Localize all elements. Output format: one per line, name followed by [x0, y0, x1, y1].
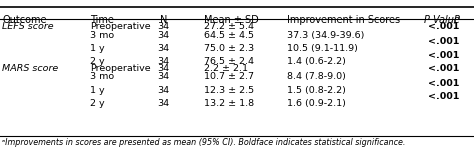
- Text: <.001: <.001: [428, 37, 460, 46]
- Text: 3 mo: 3 mo: [90, 72, 114, 81]
- Text: LEFS score: LEFS score: [2, 22, 54, 31]
- Text: Preoperative: Preoperative: [90, 64, 151, 73]
- Text: N: N: [160, 15, 167, 25]
- Text: 37.3 (34.9-39.6): 37.3 (34.9-39.6): [287, 31, 364, 40]
- Text: <.001: <.001: [428, 92, 460, 101]
- Text: <.001: <.001: [428, 64, 460, 73]
- Text: 64.5 ± 4.5: 64.5 ± 4.5: [204, 31, 254, 40]
- Text: MARS score: MARS score: [2, 64, 59, 73]
- Text: 10.5 (9.1-11.9): 10.5 (9.1-11.9): [287, 44, 358, 53]
- Text: <.001: <.001: [428, 79, 460, 88]
- Text: 8.4 (7.8-9.0): 8.4 (7.8-9.0): [287, 72, 346, 81]
- Text: 34: 34: [157, 22, 170, 31]
- Text: <.001: <.001: [428, 22, 460, 31]
- Text: 34: 34: [157, 99, 170, 108]
- Text: ᵃImprovements in scores are presented as mean (95% CI). Boldface indicates stati: ᵃImprovements in scores are presented as…: [2, 138, 406, 147]
- Text: P: P: [454, 15, 460, 25]
- Text: Preoperative: Preoperative: [90, 22, 151, 31]
- Text: 27.2 ± 5.4: 27.2 ± 5.4: [204, 22, 254, 31]
- Text: Improvement in Scores: Improvement in Scores: [287, 15, 400, 25]
- Text: 2 y: 2 y: [90, 57, 105, 66]
- Text: 1.5 (0.8-2.2): 1.5 (0.8-2.2): [287, 86, 346, 95]
- Text: 1 y: 1 y: [90, 44, 105, 53]
- Text: 13.2 ± 1.8: 13.2 ± 1.8: [204, 99, 254, 108]
- Text: 76.5 ± 2.4: 76.5 ± 2.4: [204, 57, 254, 66]
- Text: 2 y: 2 y: [90, 99, 105, 108]
- Text: 34: 34: [157, 57, 170, 66]
- Text: 2.2 ± 2.1: 2.2 ± 2.1: [204, 64, 248, 73]
- Text: Time: Time: [90, 15, 114, 25]
- Text: 1.4 (0.6-2.2): 1.4 (0.6-2.2): [287, 57, 346, 66]
- Text: Mean ± SD: Mean ± SD: [204, 15, 259, 25]
- Text: 34: 34: [157, 72, 170, 81]
- Text: 12.3 ± 2.5: 12.3 ± 2.5: [204, 86, 254, 95]
- Text: 1.6 (0.9-2.1): 1.6 (0.9-2.1): [287, 99, 346, 108]
- Text: 1 y: 1 y: [90, 86, 105, 95]
- Text: 10.7 ± 2.7: 10.7 ± 2.7: [204, 72, 254, 81]
- Text: 34: 34: [157, 64, 170, 73]
- Text: 34: 34: [157, 31, 170, 40]
- Text: 34: 34: [157, 86, 170, 95]
- Text: P Value: P Value: [424, 15, 460, 25]
- Text: P Value: P Value: [424, 15, 460, 25]
- Text: Outcome: Outcome: [2, 15, 47, 25]
- Text: 75.0 ± 2.3: 75.0 ± 2.3: [204, 44, 254, 53]
- Text: <.001: <.001: [428, 51, 460, 59]
- Text: 34: 34: [157, 44, 170, 53]
- Text: 3 mo: 3 mo: [90, 31, 114, 40]
